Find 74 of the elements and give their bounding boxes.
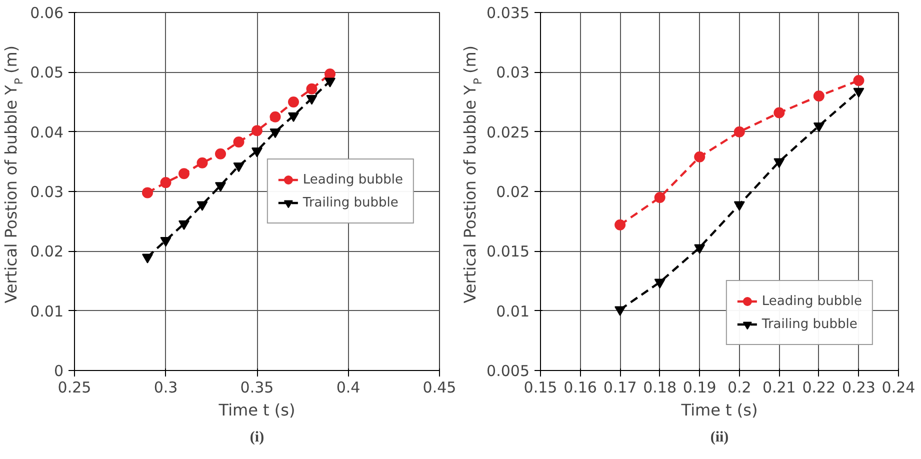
y-axis-title: Vertical Postion of bubble YP (m) bbox=[2, 45, 26, 304]
point bbox=[813, 122, 824, 132]
point bbox=[196, 157, 208, 168]
point bbox=[252, 148, 262, 158]
point bbox=[306, 83, 318, 94]
point bbox=[270, 128, 281, 138]
point bbox=[142, 254, 153, 264]
x-tick-label: 0.4 bbox=[336, 378, 360, 396]
point bbox=[215, 148, 226, 160]
point bbox=[614, 219, 626, 230]
y-tick-label: 0.015 bbox=[486, 242, 530, 261]
y-tick-label: 0.025 bbox=[486, 123, 530, 142]
y-tick-label: 0.06 bbox=[30, 4, 64, 22]
legend-label: Leading bubble bbox=[302, 172, 403, 187]
x-tick-label: 0.18 bbox=[643, 378, 677, 396]
point bbox=[160, 177, 172, 188]
x-tick-label: 0.45 bbox=[422, 378, 456, 396]
legend-label: Leading bubble bbox=[762, 294, 862, 308]
x-tick-label: 0.16 bbox=[564, 378, 597, 396]
point bbox=[614, 306, 626, 316]
point bbox=[694, 151, 706, 162]
point bbox=[306, 95, 318, 105]
x-tick-label: 0.23 bbox=[842, 378, 876, 396]
y-tick-label: 0.01 bbox=[30, 302, 64, 320]
x-tick-label: 0.15 bbox=[524, 378, 558, 396]
point bbox=[196, 201, 208, 211]
x-axis-title: Time t (s) bbox=[680, 400, 758, 420]
y-tick-label: 0.03 bbox=[496, 64, 530, 82]
point bbox=[813, 90, 824, 102]
x-axis-title: Time t (s) bbox=[218, 400, 296, 420]
point bbox=[853, 75, 864, 86]
point bbox=[734, 201, 745, 211]
x-tick-label: 0.25 bbox=[58, 378, 92, 396]
text: (i) bbox=[250, 430, 264, 446]
point bbox=[288, 96, 299, 108]
x-tick-label: 0.35 bbox=[240, 378, 274, 396]
x-tick-label: 0.3 bbox=[154, 378, 178, 396]
y-tick-label: 0.01 bbox=[496, 302, 530, 320]
y-tick-label: 0.005 bbox=[486, 362, 530, 380]
point bbox=[270, 111, 281, 122]
legend-label: Trailing bubble bbox=[302, 195, 398, 210]
point bbox=[324, 78, 336, 88]
x-tick-label: 0.22 bbox=[802, 378, 836, 396]
point bbox=[252, 125, 262, 136]
x-tick-label: 0.17 bbox=[603, 378, 637, 396]
point bbox=[160, 237, 172, 247]
y-tick-label: 0.05 bbox=[30, 64, 64, 82]
y-tick-label: 0.035 bbox=[486, 4, 530, 22]
y-tick-label: 0 bbox=[54, 362, 64, 380]
x-tick-label: 0.2 bbox=[727, 378, 752, 396]
point bbox=[233, 162, 244, 172]
point bbox=[774, 158, 785, 168]
y-tick-label: 0.02 bbox=[30, 242, 64, 261]
point bbox=[142, 187, 153, 198]
point bbox=[215, 182, 226, 192]
legend-label: Trailing bubble bbox=[762, 316, 858, 332]
point bbox=[178, 220, 190, 230]
y-tick-label: 0.03 bbox=[30, 183, 64, 201]
point bbox=[288, 112, 299, 122]
x-tick-label: 0.21 bbox=[762, 378, 796, 396]
point bbox=[694, 244, 706, 254]
point bbox=[774, 107, 785, 118]
y-tick-label: 0.02 bbox=[496, 183, 530, 201]
point bbox=[233, 136, 244, 148]
x-tick-label: 0.24 bbox=[882, 378, 916, 396]
point bbox=[853, 88, 864, 98]
x-tick-label: 0.19 bbox=[682, 378, 716, 396]
point bbox=[178, 168, 190, 180]
point bbox=[654, 192, 666, 203]
text: (ii) bbox=[710, 430, 729, 446]
point bbox=[654, 278, 666, 288]
y-tick-label: 0.04 bbox=[30, 123, 64, 142]
point bbox=[734, 126, 745, 138]
y-axis-title: Vertical Postion of bubble YP (m) bbox=[460, 45, 484, 304]
